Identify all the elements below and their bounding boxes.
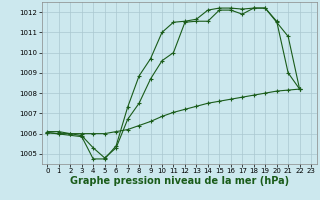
X-axis label: Graphe pression niveau de la mer (hPa): Graphe pression niveau de la mer (hPa) [70, 176, 289, 186]
